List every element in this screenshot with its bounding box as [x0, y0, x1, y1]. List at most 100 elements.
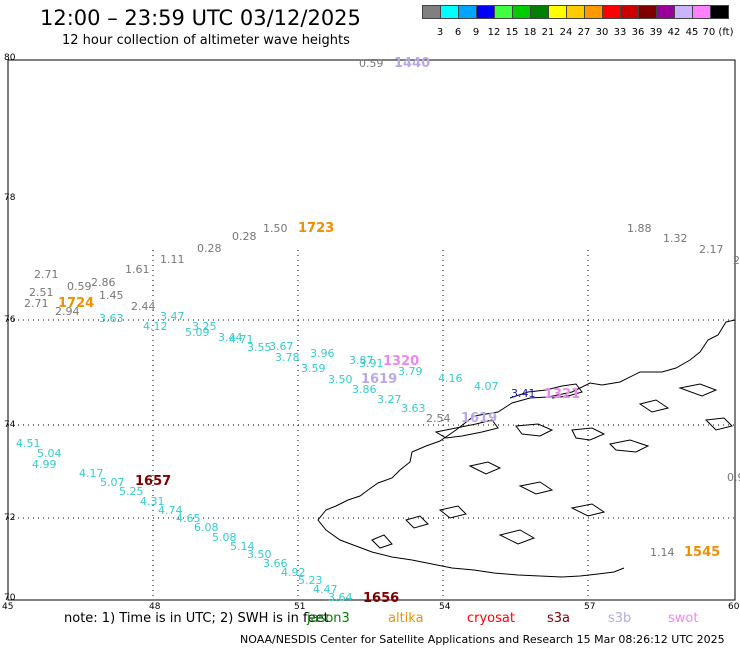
wave-height-point: 5.08: [212, 531, 237, 544]
wave-height-point: 1.88: [627, 222, 652, 235]
wave-height-point: 3.25: [192, 320, 217, 333]
longitude-label: 57: [584, 602, 595, 612]
satellite-label: s3a: [547, 611, 571, 626]
legend-label: 33: [613, 27, 627, 38]
map-grid: [8, 250, 735, 600]
wave-height-point: 3.55: [247, 341, 272, 354]
wave-height-point: 3.91: [359, 357, 384, 370]
longitude-label: 54: [439, 602, 451, 612]
wave-height-point: 4.47: [313, 583, 338, 596]
wave-height-point: 3.64: [328, 591, 353, 604]
wave-height-point: 0.59: [67, 280, 92, 293]
wave-height-point: 2: [733, 254, 740, 267]
wave-height-point: 3.50: [328, 373, 353, 386]
wave-height-point: 5.07: [100, 476, 125, 489]
wave-height-point: 3.96: [310, 347, 335, 360]
page-title: 12:00 – 23:59 UTC 03/12/2025: [40, 6, 361, 30]
longitude-label: 45: [2, 602, 13, 612]
wave-height-point: 4.65: [176, 512, 201, 525]
legend-label: 30: [595, 27, 609, 38]
legend-label: 24: [559, 27, 573, 38]
color-legend: 3 6 9 12 15 18 21 24 27 30 33 36 39 42 45 70 (ft): [422, 5, 733, 38]
wave-height-point: 3.47: [160, 310, 185, 323]
wave-height-point: 2.17: [699, 243, 724, 256]
wave-height-point: 0.28: [232, 230, 257, 243]
legend-label: 18: [523, 27, 537, 38]
wave-height-point: 2.44: [131, 300, 156, 313]
legend-label: 12: [487, 27, 501, 38]
wave-height-point: 4.51: [16, 437, 41, 450]
wave-height-point: 2.86: [91, 276, 116, 289]
wave-height-point: 1545: [684, 545, 720, 560]
wave-height-point: 3.41: [511, 387, 536, 400]
wave-height-point: 1619: [461, 411, 497, 426]
wave-height-point: 1.61: [125, 263, 150, 276]
wave-height-point: 1.11: [160, 253, 185, 266]
wave-height-point: 2.94: [55, 305, 80, 318]
latitude-label: 70: [4, 593, 16, 603]
legend-swatch: [710, 5, 729, 19]
wave-height-point: 0.9: [727, 471, 740, 484]
wave-height-point: 4.92: [281, 566, 306, 579]
page-subtitle: 12 hour collection of altimeter wave hei…: [62, 33, 350, 48]
satellite-label: swot: [668, 611, 699, 626]
wave-height-point: 3.79: [398, 365, 423, 378]
longitude-label: 60: [728, 602, 740, 612]
wave-height-point: 4.99: [32, 458, 57, 471]
wave-height-point: 3.63: [401, 402, 426, 415]
wave-height-point: 2.71: [24, 297, 49, 310]
longitude-label: 48: [149, 602, 161, 612]
wave-height-point: 1.45: [99, 289, 124, 302]
wave-height-point: 1321: [544, 387, 580, 402]
satellite-label: cryosat: [467, 611, 515, 626]
satellite-label: s3b: [608, 611, 632, 626]
latitude-label: 76: [4, 315, 16, 325]
wave-height-point: 4.17: [79, 467, 104, 480]
wave-height-point: 1440: [394, 56, 430, 71]
wave-height-point: 5.09: [185, 326, 210, 339]
latitude-label: 72: [4, 513, 15, 523]
wave-height-point: 5.14: [230, 540, 255, 553]
latitude-label: 80: [4, 53, 16, 63]
legend-label: 27: [577, 27, 591, 38]
wave-height-point: 1619: [361, 372, 397, 387]
legend-label: 9: [472, 27, 480, 38]
wave-height-point: 1.14: [650, 546, 675, 559]
legend-label: 36: [631, 27, 645, 38]
wave-height-point: 3.63: [99, 312, 124, 325]
wave-height-point: 0.59: [359, 57, 384, 70]
legend-label: 6: [454, 27, 462, 38]
wave-height-point: 4.74: [158, 504, 183, 517]
footer-credit: NOAA/NESDIS Center for Satellite Applica…: [240, 633, 725, 646]
wave-height-point: 2.54: [426, 412, 451, 425]
wave-height-point: 3.44: [218, 331, 243, 344]
wave-height-point: 0.28: [197, 242, 222, 255]
wave-height-point: 2.51: [29, 286, 54, 299]
wave-height-point: 1320: [383, 354, 419, 369]
legend-label: 3: [436, 27, 444, 38]
map-frame: [7, 59, 736, 601]
wave-height-point: 3.86: [352, 383, 377, 396]
legend-label: 21: [541, 27, 555, 38]
satellite-label: altika: [388, 611, 424, 626]
wave-height-point: 1.32: [663, 232, 688, 245]
wave-height-point: 1724: [58, 296, 94, 311]
wave-height-point: 3.50: [247, 548, 272, 561]
legend-label: 70 (ft): [702, 27, 734, 38]
wave-height-point: 4.31: [140, 495, 165, 508]
legend-label: 45: [685, 27, 699, 38]
axis-labels: 45 48 51 54 57 60 80 78 76 74 72 70: [2, 53, 740, 612]
latitude-label: 78: [4, 193, 16, 203]
wave-height-point: 5.25: [119, 485, 144, 498]
wave-height-point: 4.07: [474, 380, 499, 393]
wave-height-point: 1657: [135, 474, 171, 489]
wave-height-point: 3.27: [377, 393, 402, 406]
wave-height-point: 4.71: [229, 333, 254, 346]
wave-height-point: 3.67: [269, 340, 294, 353]
wave-height-point: 3.87: [349, 354, 374, 367]
legend-label: 42: [667, 27, 681, 38]
wave-height-point: 4.16: [438, 372, 463, 385]
wave-height-point: 5.23: [298, 574, 323, 587]
